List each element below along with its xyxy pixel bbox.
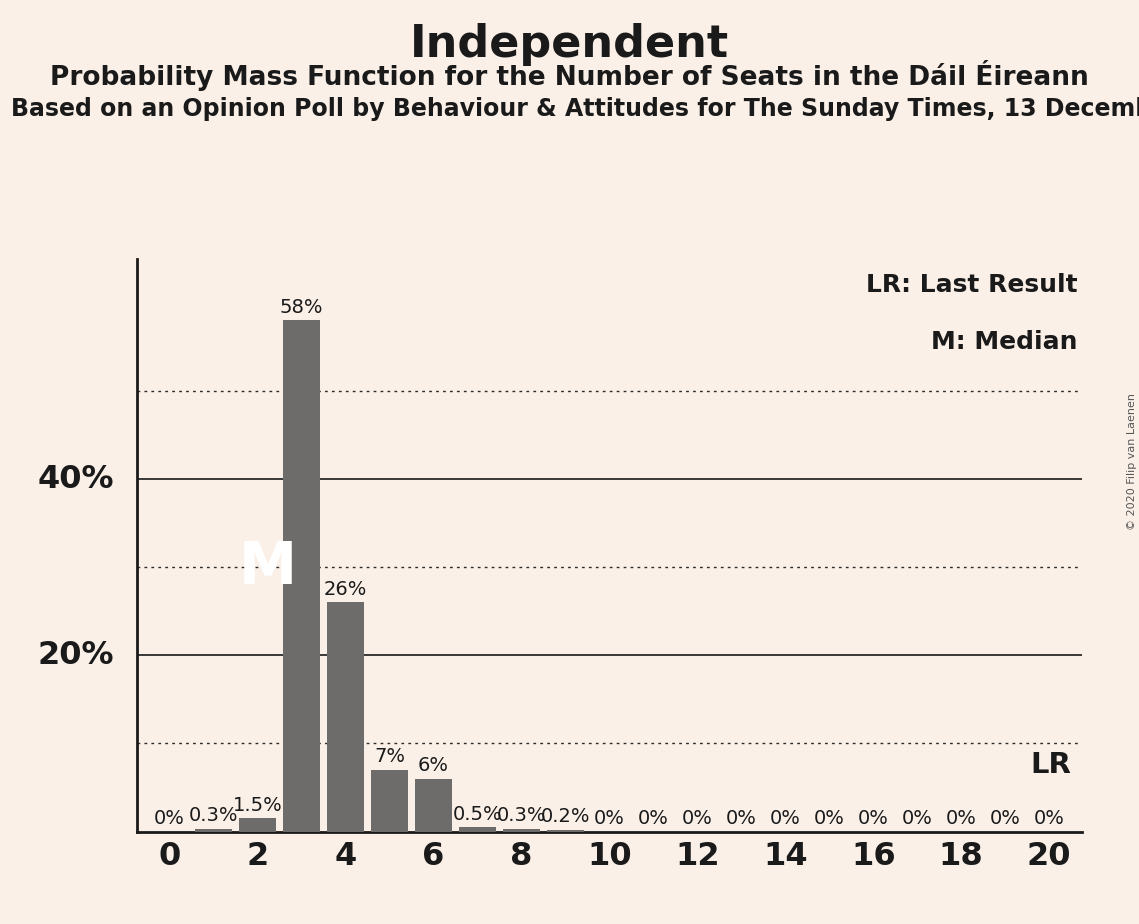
Text: 0%: 0% bbox=[726, 809, 756, 828]
Bar bbox=[282, 321, 320, 832]
Text: 6%: 6% bbox=[418, 756, 449, 775]
Bar bbox=[547, 830, 584, 832]
Text: 0.2%: 0.2% bbox=[541, 808, 590, 826]
Text: 0%: 0% bbox=[682, 809, 713, 828]
Text: 0%: 0% bbox=[813, 809, 845, 828]
Text: LR: Last Result: LR: Last Result bbox=[866, 274, 1077, 297]
Text: 20%: 20% bbox=[38, 639, 114, 671]
Text: 40%: 40% bbox=[38, 464, 114, 494]
Text: 0%: 0% bbox=[902, 809, 933, 828]
Text: 0%: 0% bbox=[770, 809, 801, 828]
Text: LR: LR bbox=[1030, 751, 1071, 780]
Text: 0.3%: 0.3% bbox=[189, 807, 238, 825]
Text: 26%: 26% bbox=[323, 580, 367, 599]
Bar bbox=[239, 819, 277, 832]
Text: 0.3%: 0.3% bbox=[497, 807, 547, 825]
Text: 0%: 0% bbox=[945, 809, 976, 828]
Text: Probability Mass Function for the Number of Seats in the Dáil Éireann: Probability Mass Function for the Number… bbox=[50, 60, 1089, 91]
Text: 0%: 0% bbox=[593, 809, 625, 828]
Text: 0%: 0% bbox=[990, 809, 1021, 828]
Bar bbox=[459, 827, 497, 832]
Bar bbox=[371, 770, 408, 832]
Text: 0%: 0% bbox=[638, 809, 669, 828]
Text: Based on an Opinion Poll by Behaviour & Attitudes for The Sunday Times, 13 Decem: Based on an Opinion Poll by Behaviour & … bbox=[11, 97, 1139, 121]
Text: 58%: 58% bbox=[280, 298, 323, 317]
Text: 0%: 0% bbox=[154, 809, 186, 828]
Text: Independent: Independent bbox=[410, 23, 729, 67]
Bar bbox=[415, 779, 452, 832]
Text: 0%: 0% bbox=[1033, 809, 1065, 828]
Text: M: Median: M: Median bbox=[931, 331, 1077, 354]
Text: 0.5%: 0.5% bbox=[452, 805, 502, 823]
Text: M: M bbox=[239, 539, 297, 596]
Text: 0%: 0% bbox=[858, 809, 888, 828]
Bar bbox=[327, 602, 364, 832]
Text: © 2020 Filip van Laenen: © 2020 Filip van Laenen bbox=[1126, 394, 1137, 530]
Text: 1.5%: 1.5% bbox=[232, 796, 282, 815]
Bar bbox=[195, 829, 232, 832]
Bar bbox=[502, 829, 540, 832]
Text: 7%: 7% bbox=[374, 748, 405, 766]
